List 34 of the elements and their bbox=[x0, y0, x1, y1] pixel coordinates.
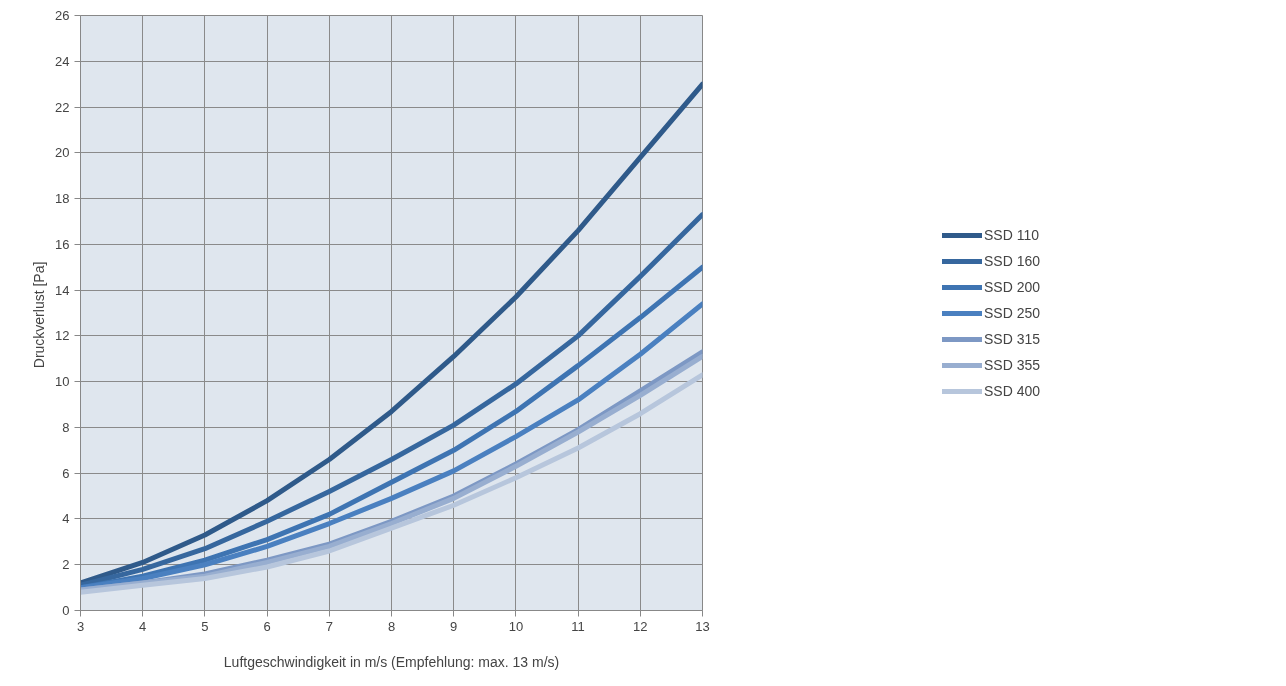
legend-label: SSD 110 bbox=[983, 226, 1039, 243]
y-tick-label: 16 bbox=[55, 236, 70, 252]
legend-label: SSD 355 bbox=[983, 356, 1041, 373]
y-tick-label: 6 bbox=[62, 465, 70, 481]
x-tick-label: 6 bbox=[263, 618, 271, 634]
y-tick-label: 20 bbox=[55, 145, 70, 161]
y-tick-label: 14 bbox=[55, 282, 70, 298]
y-tick-label: 26 bbox=[55, 8, 70, 23]
x-tick-label: 12 bbox=[633, 618, 648, 634]
x-tick-label: 7 bbox=[325, 618, 333, 634]
x-tick-label: 9 bbox=[450, 618, 458, 634]
x-tick-label: 8 bbox=[387, 618, 396, 634]
x-tick-label: 3 bbox=[76, 618, 85, 634]
x-axis-title: Luftgeschwindigkeit in m/s (Empfehlung: max. 13 m/s) bbox=[223, 653, 560, 670]
x-tick-label: 13 bbox=[695, 618, 710, 634]
x-tick-label: 11 bbox=[571, 618, 585, 634]
legend-label: SSD 160 bbox=[983, 252, 1041, 269]
y-tick-label: 10 bbox=[55, 374, 70, 390]
y-tick-label: 0 bbox=[62, 603, 70, 618]
legend-label: SSD 250 bbox=[983, 304, 1041, 321]
y-tick-label: 22 bbox=[55, 99, 70, 115]
legend-label: SSD 315 bbox=[983, 330, 1041, 347]
y-tick-label: 4 bbox=[62, 511, 70, 527]
y-tick-label: 2 bbox=[62, 557, 70, 573]
y-tick-label: 8 bbox=[62, 419, 70, 435]
x-tick-label: 10 bbox=[508, 618, 524, 634]
y-tick-label: 24 bbox=[55, 53, 70, 69]
x-tick-label: 4 bbox=[139, 618, 147, 634]
legend-label: SSD 200 bbox=[983, 278, 1041, 295]
y-tick-label: 12 bbox=[55, 328, 70, 344]
y-axis-title: Druckverlust [Pa] bbox=[31, 261, 48, 369]
y-tick-label: 18 bbox=[55, 191, 70, 207]
x-tick-label: 5 bbox=[201, 618, 209, 634]
legend-label: SSD 400 bbox=[983, 382, 1041, 399]
